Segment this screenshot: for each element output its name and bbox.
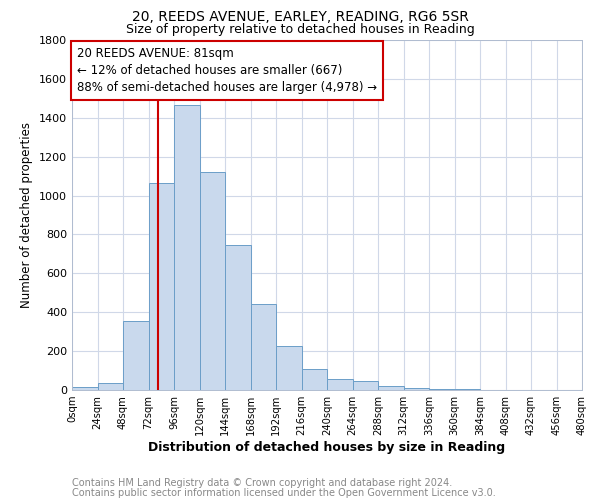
- Bar: [327, 378, 353, 390]
- X-axis label: Distribution of detached houses by size in Reading: Distribution of detached houses by size …: [148, 441, 506, 454]
- Bar: [174, 105, 199, 390]
- Text: Size of property relative to detached houses in Reading: Size of property relative to detached ho…: [125, 22, 475, 36]
- Bar: [72, 387, 97, 390]
- Bar: [404, 388, 429, 390]
- Y-axis label: Number of detached properties: Number of detached properties: [20, 122, 34, 308]
- Text: Contains public sector information licensed under the Open Government Licence v3: Contains public sector information licen…: [72, 488, 496, 498]
- Text: Contains HM Land Registry data © Crown copyright and database right 2024.: Contains HM Land Registry data © Crown c…: [72, 478, 452, 488]
- Bar: [429, 389, 455, 390]
- Text: 20, REEDS AVENUE, EARLEY, READING, RG6 5SR: 20, REEDS AVENUE, EARLEY, READING, RG6 5…: [131, 10, 469, 24]
- Bar: [251, 304, 276, 390]
- Bar: [378, 386, 404, 390]
- Bar: [199, 172, 225, 390]
- Bar: [123, 321, 149, 390]
- Bar: [302, 368, 327, 390]
- Bar: [276, 346, 302, 390]
- Bar: [149, 183, 174, 390]
- Bar: [353, 381, 378, 390]
- Text: 20 REEDS AVENUE: 81sqm
← 12% of detached houses are smaller (667)
88% of semi-de: 20 REEDS AVENUE: 81sqm ← 12% of detached…: [77, 47, 377, 94]
- Bar: [225, 245, 251, 390]
- Bar: [97, 383, 123, 390]
